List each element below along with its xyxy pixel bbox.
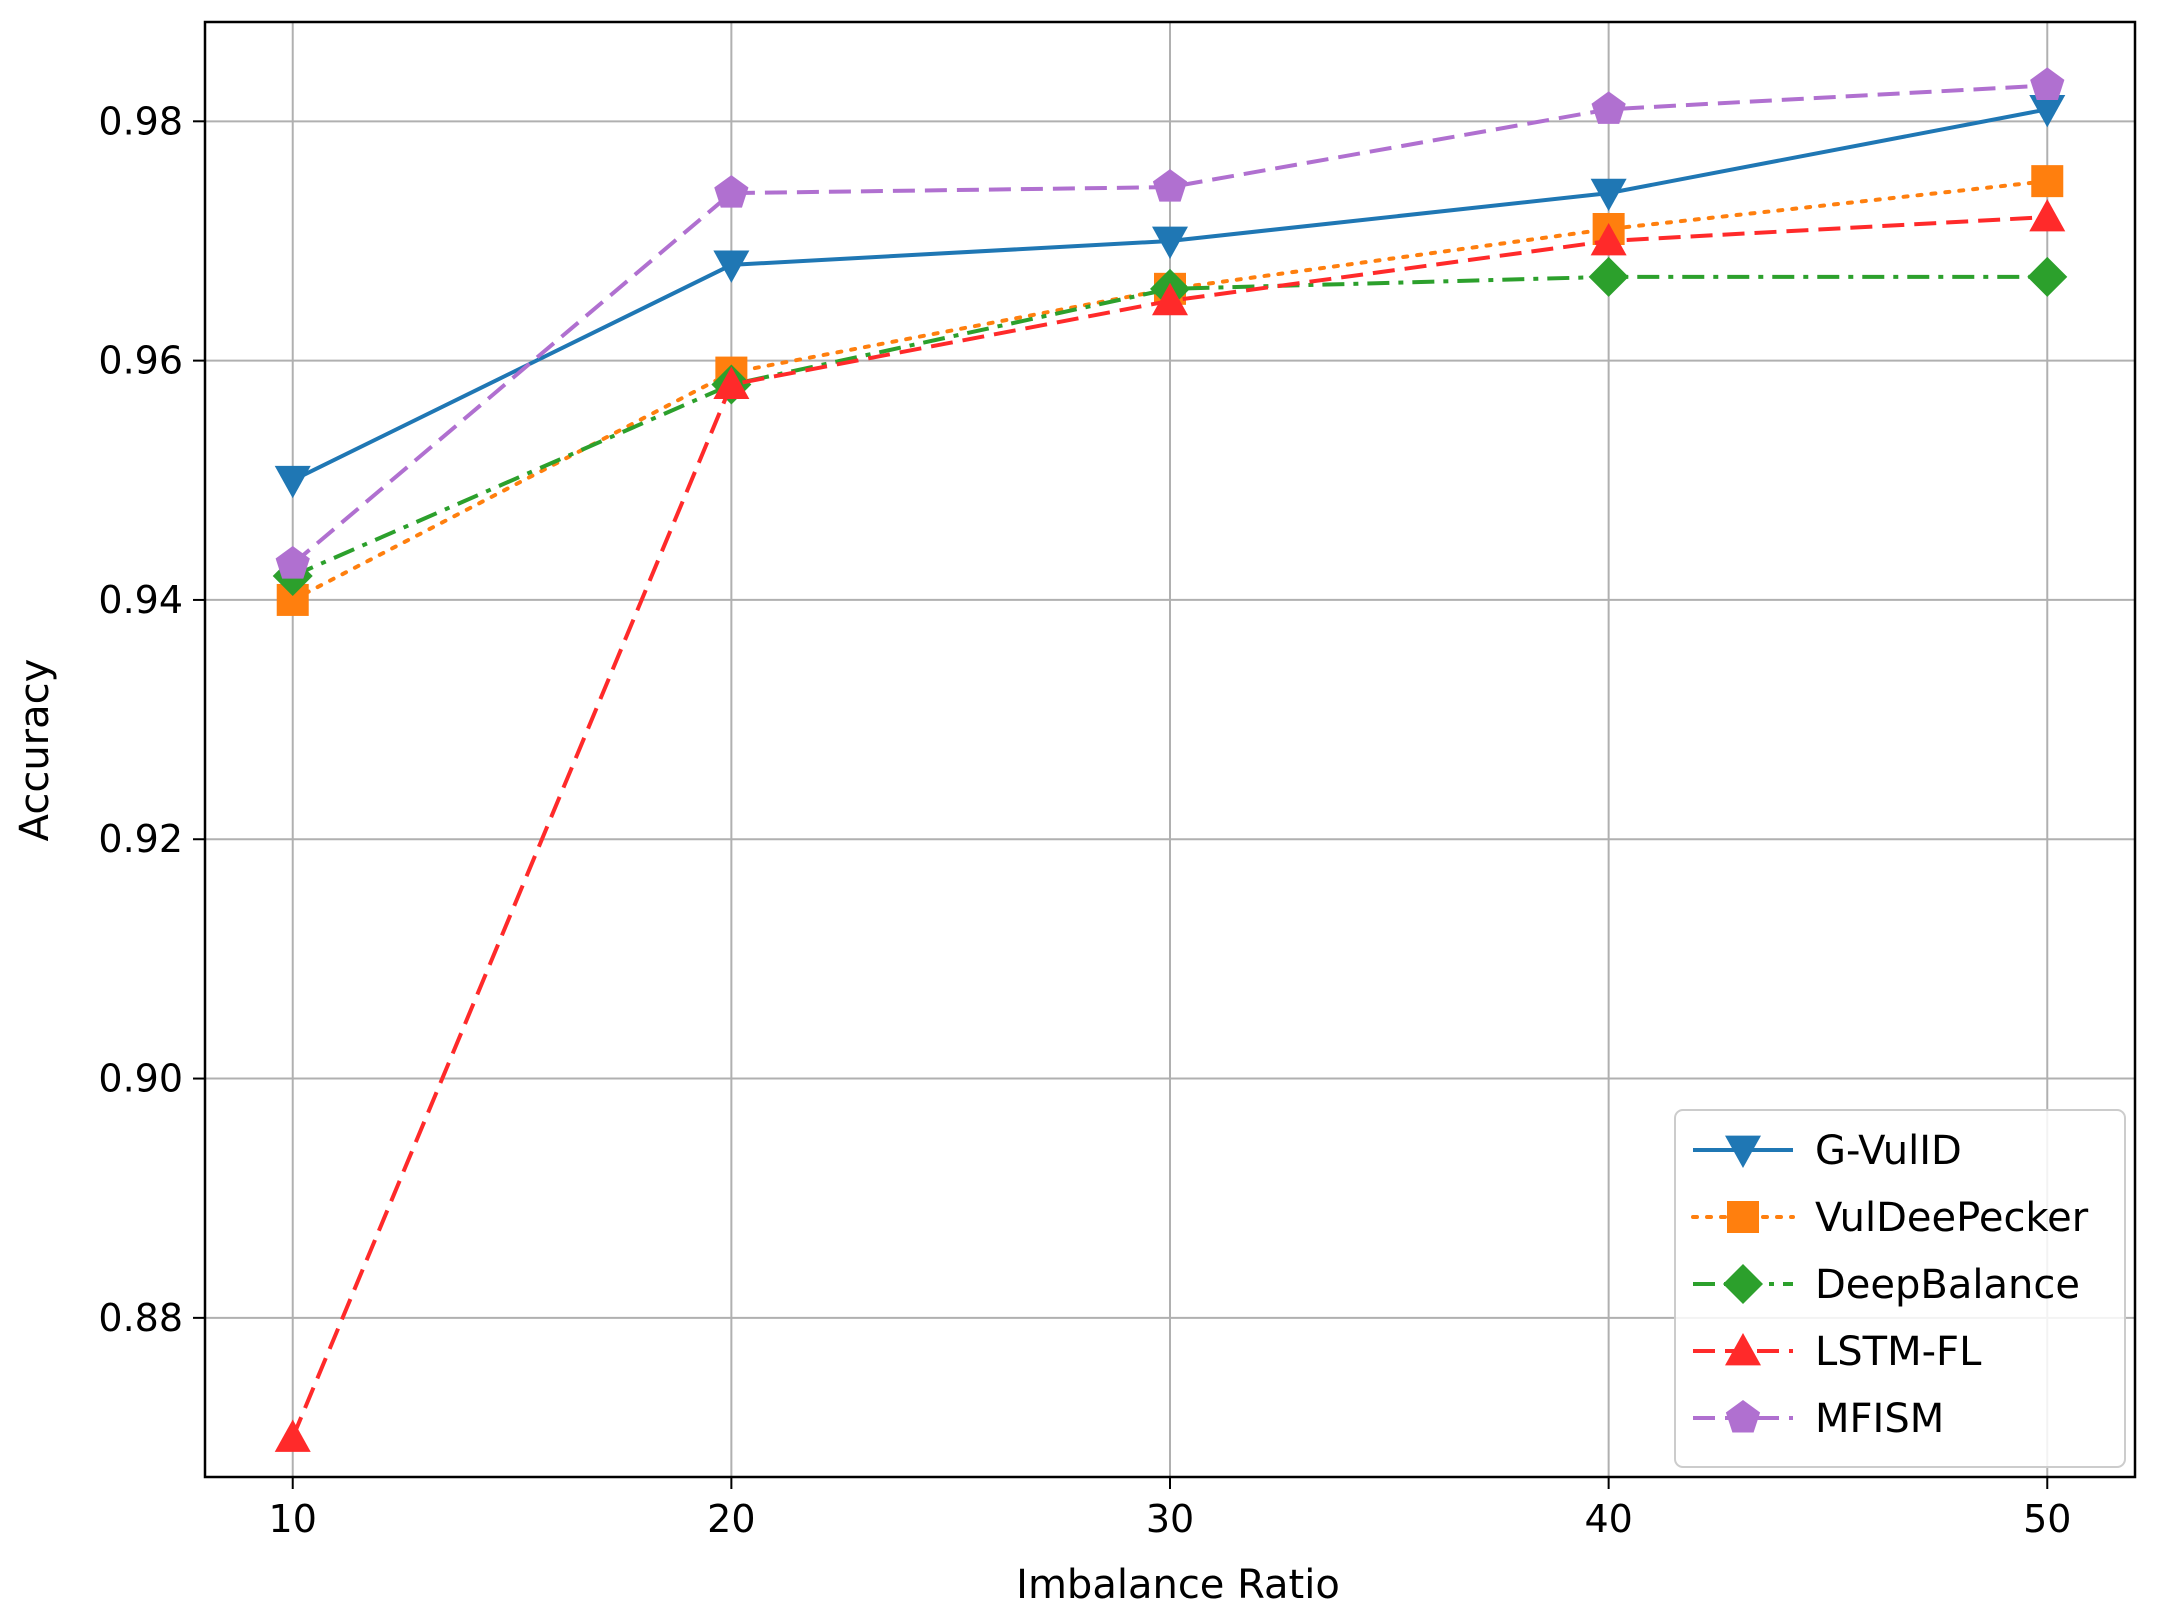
- data-point-g-vulid: [713, 250, 750, 283]
- legend-item-mfism: MFISM: [1693, 1396, 1944, 1442]
- data-point-mfism: [2030, 67, 2065, 100]
- legend-box: [1674, 1109, 2126, 1468]
- legend-marker-lstm-fl: [1725, 1333, 1761, 1366]
- x-tick-label: 10: [269, 1497, 317, 1541]
- legend-label-lstm-fl: LSTM-FL: [1815, 1329, 1982, 1375]
- legend-label-deepbalance: DeepBalance: [1815, 1262, 2080, 1308]
- y-tick-label: 0.98: [98, 99, 183, 143]
- series-layer: [272, 67, 2068, 1452]
- legend-marker-vuldeepecker: [1727, 1201, 1759, 1233]
- data-point-mfism: [1152, 169, 1188, 202]
- legend-item-g-vulid: G-VulID: [1693, 1128, 1962, 1174]
- data-point-g-vulid: [1152, 226, 1188, 259]
- data-point-lstm-fl: [1152, 282, 1188, 316]
- y-axis-title: Accuracy: [12, 659, 58, 842]
- series-g-vulid: [274, 94, 2066, 499]
- legend-item-vuldeepecker: VulDeePecker: [1691, 1195, 2089, 1241]
- series-line-deepbalance: [291, 274, 2048, 578]
- y-tick-label: 0.90: [98, 1057, 183, 1101]
- data-point-lstm-fl: [274, 1419, 311, 1452]
- data-point-g-vulid: [274, 465, 311, 499]
- data-point-g-vulid: [2029, 94, 2066, 128]
- legend-marker-mfism: [1725, 1400, 1761, 1433]
- legend-label-mfism: MFISM: [1815, 1396, 1944, 1442]
- data-point-lstm-fl: [1590, 222, 1627, 256]
- data-point-lstm-fl: [713, 366, 750, 399]
- data-point-deepbalance: [1588, 256, 1629, 297]
- y-tick-label: 0.94: [98, 578, 183, 622]
- legend-item-lstm-fl: LSTM-FL: [1693, 1329, 1982, 1375]
- legend-marker-deepbalance: [1723, 1264, 1763, 1304]
- x-axis-title: Imbalance Ratio: [1016, 1562, 1340, 1608]
- series-mfism: [275, 67, 2065, 579]
- data-point-lstm-fl: [2029, 199, 2066, 232]
- x-tick-label: 40: [1584, 1497, 1632, 1541]
- y-tick-label: 0.88: [98, 1296, 183, 1340]
- tick-layer: 10 20 30 40 50 0.88 0.90 0.92 0.94 0.96 0.98: [98, 99, 2071, 1541]
- data-point-deepbalance: [2027, 256, 2068, 297]
- y-tick-label: 0.96: [98, 339, 183, 383]
- data-point-g-vulid: [1590, 178, 1627, 212]
- data-point-vuldeepecker: [2031, 165, 2064, 198]
- legend-marker-g-vulid: [1725, 1135, 1761, 1168]
- series-lstm-fl: [274, 199, 2066, 1452]
- data-point-mfism: [1591, 91, 1626, 124]
- data-point-mfism: [714, 175, 749, 208]
- data-point-mfism: [275, 546, 310, 579]
- x-tick-label: 50: [2023, 1497, 2071, 1541]
- y-tick-label: 0.92: [98, 817, 183, 861]
- legend-item-deepbalance: DeepBalance: [1693, 1262, 2080, 1308]
- legend: G-VulID VulDeePecker DeepBalance LSTM-FL MFI…: [1674, 1109, 2126, 1468]
- x-tick-label: 30: [1146, 1497, 1194, 1541]
- legend-label-g-vulid: G-VulID: [1815, 1128, 1962, 1174]
- legend-label-vuldeepecker: VulDeePecker: [1815, 1195, 2089, 1241]
- x-tick-label: 20: [707, 1497, 755, 1541]
